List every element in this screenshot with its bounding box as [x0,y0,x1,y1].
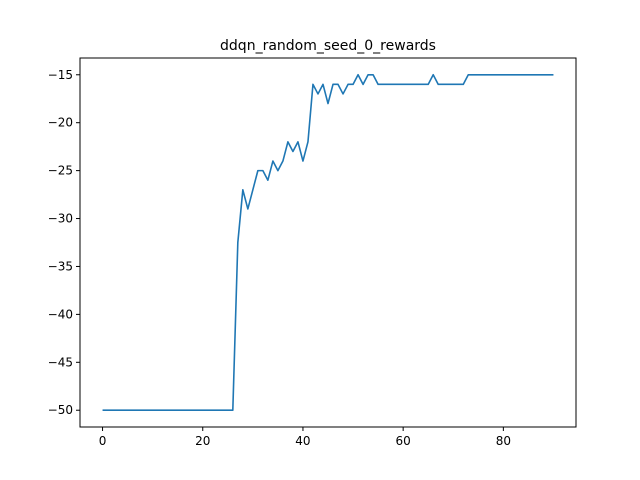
x-tick-label: 60 [396,434,411,448]
x-tick-label: 40 [295,434,310,448]
rewards-series-line [102,73,554,412]
y-tick-label: −50 [48,403,73,417]
plot-frame [79,57,577,428]
chart-title: ddqn_random_seed_0_rewards [220,38,436,54]
y-tick-label: −40 [48,307,73,321]
y-tick-label: −15 [48,68,73,82]
y-tick-label: −35 [48,259,73,273]
y-tick-label: −30 [48,212,73,226]
x-tick-label: 20 [195,434,210,448]
x-tick-label: 0 [99,434,107,448]
x-tick-label: 80 [496,434,511,448]
y-tick-label: −25 [48,164,73,178]
series-layer [102,73,554,412]
y-tick-label: −20 [48,116,73,130]
axis-ticks: 0 20 40 60 80 −50 −45 −40 −35 −30 −25 −20 −15 [48,68,511,448]
y-tick-label: −45 [48,355,73,369]
